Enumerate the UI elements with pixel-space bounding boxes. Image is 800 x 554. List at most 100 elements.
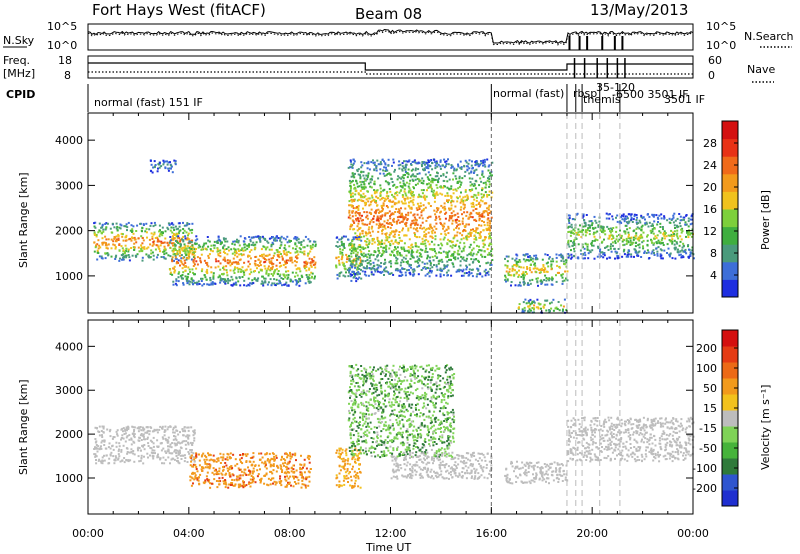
power-echo-cell [648,215,651,218]
power-echo-cell [687,245,689,248]
power-echo-cell [459,264,462,267]
power-echo-cell [383,246,386,249]
power-echo-cell [149,256,152,259]
power-echo-cell [628,213,631,216]
power-echo-cell [510,284,512,287]
velocity-echo-cell [123,461,126,464]
power-echo-cell [457,223,460,226]
power-echo-cell [439,247,442,250]
power-echo-cell [394,211,397,213]
power-echo-cell [94,221,97,224]
velocity-echo-cell [289,457,292,460]
power-echo-cell [284,262,287,265]
velocity-echo-cell [205,475,208,478]
power-echo-cell [352,162,355,165]
velocity-echo-cell [143,455,145,458]
power-echo-cell [531,278,534,281]
power-echo-cell [355,236,357,239]
power-echo-cell [508,268,511,271]
power-echo-cell [424,274,427,277]
power-echo-cell [167,228,170,231]
power-echo-cell [359,259,362,262]
power-echo-cell [487,165,490,168]
power-echo-cell [232,269,235,272]
power-echo-cell [676,250,679,253]
power-echo-cell [367,253,370,256]
power-echo-cell [179,264,181,267]
velocity-echo-cell [125,436,128,439]
velocity-echo-cell [116,429,119,432]
power-echo-cell [488,224,491,227]
power-echo-cell [611,228,613,231]
power-echo-cell [483,215,486,218]
velocity-echo-cell [143,448,146,451]
power-echo-cell [200,270,203,273]
power-echo-cell [138,250,141,253]
velocity-echo-cell [178,451,181,454]
velocity-echo-cell [174,426,177,429]
power-echo-cell [259,260,262,263]
power-echo-cell [364,254,367,257]
power-echo-cell [522,258,525,261]
power-echo-cell [570,256,573,259]
power-echo-cell [222,247,225,250]
power-echo-cell [458,268,461,271]
power-echo-cell [684,248,687,251]
power-echo-cell [684,221,687,224]
power-echo-cell [118,259,121,262]
power-echo-cell [584,231,587,234]
power-echo-cell [483,221,485,224]
power-echo-cell [197,280,200,283]
power-echo-cell [451,246,454,249]
power-echo-cell [182,240,185,243]
power-echo-cell [405,213,407,216]
power-echo-cell [164,160,167,163]
power-echo-cell [404,257,407,260]
velocity-echo-cell [113,436,116,439]
velocity-echo-cell [292,485,295,488]
power-echo-cell [382,251,385,254]
power-echo-cell [429,262,432,265]
power-echo-cell [353,222,356,224]
power-echo-cell [348,255,350,258]
power-echo-cell [533,304,536,307]
power-echo-cell [430,271,433,274]
power-echo-cell [603,252,606,255]
velocity-echo-cell [103,444,106,446]
velocity-echo-cell [165,439,168,442]
power-echo-cell [482,210,485,213]
power-echo-cell [448,258,450,261]
power-echo-cell [458,175,461,178]
power-echo-cell [183,259,186,262]
power-echo-cell [380,190,383,193]
power-echo-cell [421,217,424,220]
power-echo-cell [184,235,187,238]
power-echo-cell [429,269,432,272]
power-echo-cell [195,242,198,245]
power-echo-cell [656,223,659,226]
power-echo-cell [297,253,300,256]
power-echo-cell [365,243,368,246]
power-echo-cell [115,254,118,257]
power-echo-cell [259,264,262,267]
power-echo-cell [457,163,459,166]
power-echo-cell [460,250,463,253]
power-echo-cell [387,158,390,161]
power-echo-cell [272,257,274,259]
power-echo-cell [425,227,428,230]
power-echo-cell [263,246,266,249]
power-echo-cell [455,270,458,273]
power-echo-cell [614,257,616,260]
power-echo-cell [528,279,531,282]
velocity-echo-cell [224,486,227,489]
power-echo-cell [651,213,654,216]
power-echo-cell [364,223,366,226]
power-echo-cell [385,205,388,207]
velocity-echo-cell [168,445,171,448]
power-echo-cell [565,277,567,280]
power-echo-cell [349,182,352,185]
power-echo-cell [532,308,535,311]
power-echo-cell [482,161,485,164]
power-echo-cell [349,275,352,278]
power-echo-cell [185,231,188,234]
